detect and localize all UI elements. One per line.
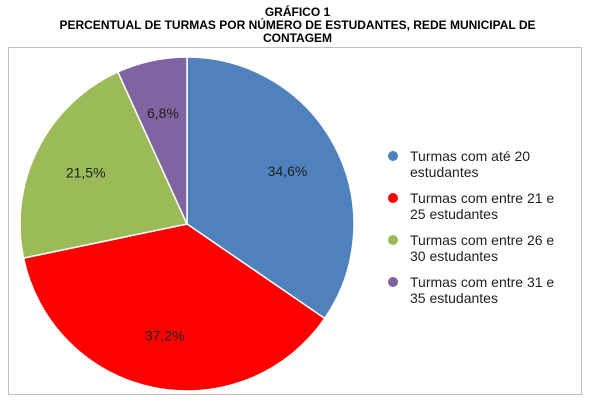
chart-title-line-1: GRÁFICO 1 xyxy=(264,5,331,19)
legend-label-ate-20-line1: Turmas com até 20 xyxy=(410,148,531,164)
pie-label-21-25: 37,2% xyxy=(145,327,185,343)
legend-label-ate-20-line2: estudantes xyxy=(410,164,479,180)
chart-title: GRÁFICO 1 PERCENTUAL DE TURMAS POR NÚMER… xyxy=(0,6,595,45)
legend-item-ate-20: Turmas com até 20 estudantes xyxy=(388,148,588,180)
chart-legend: Turmas com até 20 estudantes Turmas com … xyxy=(388,148,588,316)
legend-label-21-25-line2: 25 estudantes xyxy=(410,206,498,222)
legend-swatch-26-30 xyxy=(388,235,398,245)
pie-slice-ate-20 xyxy=(186,56,355,320)
legend-swatch-ate-20 xyxy=(388,151,398,161)
legend-swatch-31-35 xyxy=(388,277,398,287)
legend-item-26-30: Turmas com entre 26 e 30 estudantes xyxy=(388,232,588,264)
legend-label-21-25-line1: Turmas com entre 21 e xyxy=(410,190,555,206)
chart-title-line-3: CONTAGEM xyxy=(262,31,333,45)
pie-label-ate-20: 34,6% xyxy=(268,163,308,179)
chart-frame xyxy=(8,47,582,395)
legend-label-31-35-line2: 35 estudantes xyxy=(410,290,498,306)
legend-swatch-21-25 xyxy=(388,193,398,203)
pie-label-31-35: 6,8% xyxy=(147,105,179,121)
chart-title-line-2: PERCENTUAL DE TURMAS POR NÚMERO DE ESTUD… xyxy=(59,18,536,32)
legend-item-21-25: Turmas com entre 21 e 25 estudantes xyxy=(388,190,588,222)
legend-label-26-30-line1: Turmas com entre 26 e xyxy=(410,232,555,248)
pie-label-26-30: 21,5% xyxy=(66,165,106,181)
legend-item-31-35: Turmas com entre 31 e 35 estudantes xyxy=(388,274,588,306)
pie-slice-26-30 xyxy=(19,70,189,259)
pie-slice-31-35 xyxy=(116,56,188,225)
pie-slice-21-25 xyxy=(22,223,326,392)
legend-label-26-30-line2: 30 estudantes xyxy=(410,248,498,264)
legend-label-31-35-line1: Turmas com entre 31 e xyxy=(410,274,555,290)
